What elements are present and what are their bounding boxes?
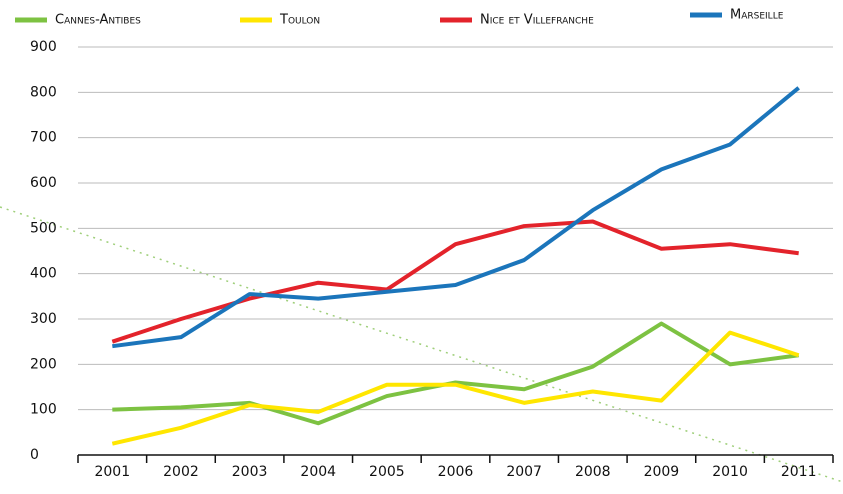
y-tick-label: 300: [30, 311, 57, 327]
legend-label: Toulon: [279, 13, 320, 28]
x-tick-label: 2005: [369, 464, 405, 480]
x-tick-label: 2008: [575, 464, 611, 480]
x-tick-label: 2004: [300, 464, 336, 480]
y-tick-label: 700: [30, 130, 57, 146]
y-tick-label: 600: [30, 175, 57, 191]
y-tick-label: 200: [30, 356, 57, 372]
y-tick-label: 800: [30, 84, 57, 100]
legend-label: Cannes-Antibes: [55, 13, 141, 28]
y-tick-label: 400: [30, 266, 57, 282]
x-tick-label: 2011: [781, 464, 817, 480]
series-line: [111, 219, 799, 344]
legend-label: Nice et Villefranche: [480, 13, 594, 28]
series-line: [112, 321, 799, 426]
y-tick-label: 500: [30, 220, 57, 236]
x-tick-label: 2010: [712, 464, 748, 480]
legend-label: Marseille: [730, 8, 784, 23]
y-tick-label: 900: [30, 39, 57, 55]
series-line: [111, 330, 800, 446]
decorative-trend: [0, 206, 843, 483]
x-tick-label: 2003: [232, 464, 268, 480]
x-tick-label: 2009: [644, 464, 680, 480]
x-tick-label: 2006: [438, 464, 474, 480]
x-tick-label: 2001: [94, 464, 130, 480]
y-tick-label: 0: [30, 447, 39, 463]
x-tick-label: 2007: [506, 464, 542, 480]
x-tick-label: 2002: [163, 464, 199, 480]
series-line: [112, 86, 800, 349]
y-tick-label: 100: [30, 402, 57, 418]
